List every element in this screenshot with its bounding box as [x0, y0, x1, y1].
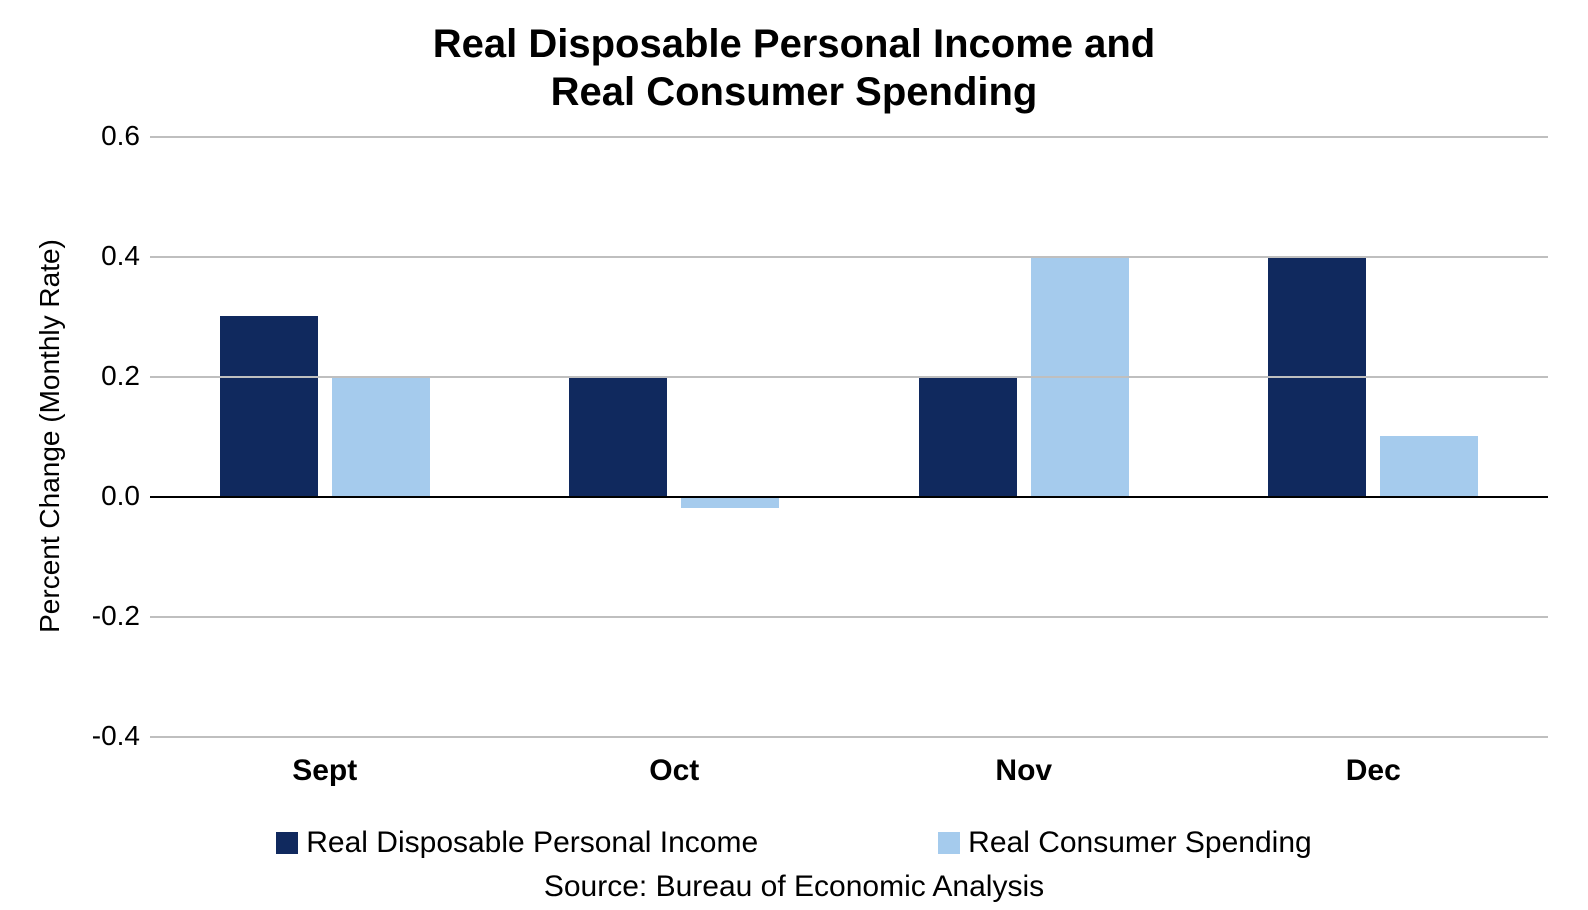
plot-area	[150, 136, 1548, 736]
x-axis-label: Sept	[150, 754, 500, 788]
legend: Real Disposable Personal Income Real Cons…	[40, 826, 1548, 860]
gridline	[150, 136, 1548, 138]
zero-line	[150, 496, 1548, 498]
source-text: Source: Bureau of Economic Analysis	[40, 870, 1548, 904]
legend-item: Real Disposable Personal Income	[276, 826, 758, 860]
gridline	[150, 376, 1548, 378]
y-axis-ticks: 0.60.40.20.0-0.2-0.4	[80, 136, 150, 736]
bars-layer	[150, 136, 1548, 736]
chart-title-line2: Real Consumer Spending	[551, 70, 1038, 114]
bar	[569, 376, 667, 496]
y-axis-label: Percent Change (Monthly Rate)	[34, 239, 66, 633]
bar	[332, 376, 430, 496]
y-tick: 0.6	[101, 122, 140, 150]
chart-title: Real Disposable Personal Income and Real…	[40, 20, 1548, 116]
chart-title-line1: Real Disposable Personal Income and	[433, 22, 1155, 66]
x-axis-label: Oct	[500, 754, 850, 788]
x-axis-label: Dec	[1199, 754, 1549, 788]
bar	[220, 316, 318, 496]
x-axis-labels: SeptOctNovDec	[150, 754, 1548, 788]
legend-swatch	[938, 832, 960, 854]
y-tick: -0.4	[92, 722, 140, 750]
y-tick: 0.0	[101, 482, 140, 510]
legend-swatch	[276, 832, 298, 854]
chart-container: Real Disposable Personal Income and Real…	[0, 0, 1588, 910]
y-tick: -0.2	[92, 602, 140, 630]
gridline	[150, 256, 1548, 258]
bar	[1380, 436, 1478, 496]
legend-label: Real Consumer Spending	[968, 826, 1312, 860]
y-tick: 0.4	[101, 242, 140, 270]
gridline	[150, 736, 1548, 738]
legend-label: Real Disposable Personal Income	[306, 826, 758, 860]
plot-wrap: Percent Change (Monthly Rate) 0.60.40.20…	[80, 136, 1548, 736]
legend-item: Real Consumer Spending	[938, 826, 1312, 860]
bar	[919, 376, 1017, 496]
gridline	[150, 616, 1548, 618]
x-axis-label: Nov	[849, 754, 1199, 788]
y-tick: 0.2	[101, 362, 140, 390]
